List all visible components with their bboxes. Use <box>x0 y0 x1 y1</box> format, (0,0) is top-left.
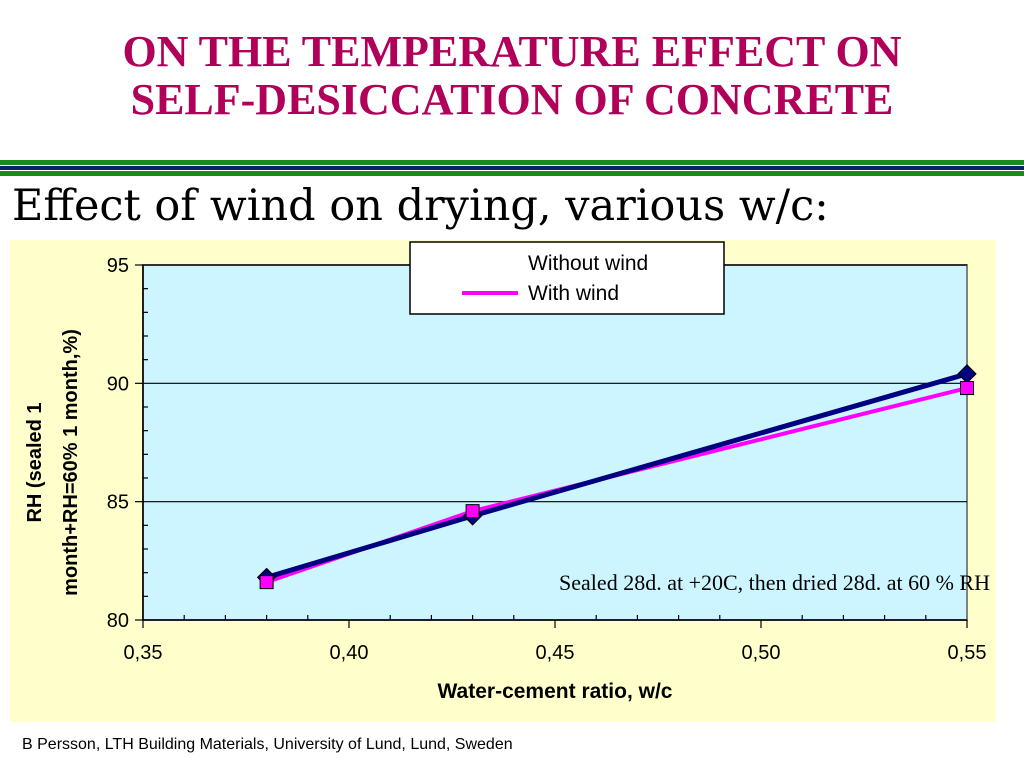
slide-title: ON THE TEMPERATURE EFFECT ON SELF-DESICC… <box>0 28 1024 124</box>
divider-green-bottom <box>0 171 1024 176</box>
marker-with-wind <box>465 504 480 519</box>
divider-green-top <box>0 160 1024 165</box>
legend-label-with-wind: With wind <box>528 282 619 305</box>
axes <box>135 264 968 628</box>
y-axis-title-line1: RH (sealed 1 <box>24 402 46 522</box>
slide-subtitle: Effect of wind on drying, various w/c: <box>12 181 829 231</box>
x-tick-label: 0,50 <box>742 642 781 664</box>
y-tick-label: 90 <box>107 373 129 395</box>
line-chart: 95 90 85 80 0,35 0,40 0,45 0,50 0,55 Water-cement… <box>24 241 990 703</box>
x-tick-label: 0,35 <box>124 642 163 664</box>
plot-background <box>142 264 968 621</box>
y-tick-label: 95 <box>107 255 129 277</box>
plot-area <box>142 264 968 621</box>
legend-label-without-wind: Without wind <box>528 252 648 275</box>
title-line-2: SELF-DESICCATION OF CONCRETE <box>130 75 894 124</box>
labels-layer: 95 90 85 80 0,35 0,40 0,45 0,50 0,55 Water-cement… <box>24 255 990 703</box>
divider-navy <box>0 166 1024 170</box>
x-tick-label: 0,55 <box>948 642 987 664</box>
x-axis-title: Water-cement ratio, w/c <box>438 680 673 703</box>
footer-credit: B Persson, LTH Building Materials, Unive… <box>22 736 513 753</box>
title-line-1: ON THE TEMPERATURE EFFECT ON <box>122 27 902 76</box>
y-axis-title-line2: month+RH=60% 1 month,%) <box>60 329 82 596</box>
legend-box <box>409 241 725 315</box>
x-tick-label: 0,45 <box>536 642 575 664</box>
marker-with-wind <box>960 381 974 396</box>
chart-panel: 95 90 85 80 0,35 0,40 0,45 0,50 0,55 Water-cement… <box>10 240 996 722</box>
x-tick-label: 0,40 <box>330 642 369 664</box>
y-tick-label: 85 <box>107 492 129 514</box>
legend: Without wind With wind <box>409 241 725 315</box>
chart-annotation: Sealed 28d. at +20C, then dried 28d. at … <box>559 570 990 595</box>
marker-with-wind <box>259 575 274 590</box>
series-layer <box>256 253 977 590</box>
y-tick-label: 80 <box>107 610 129 632</box>
